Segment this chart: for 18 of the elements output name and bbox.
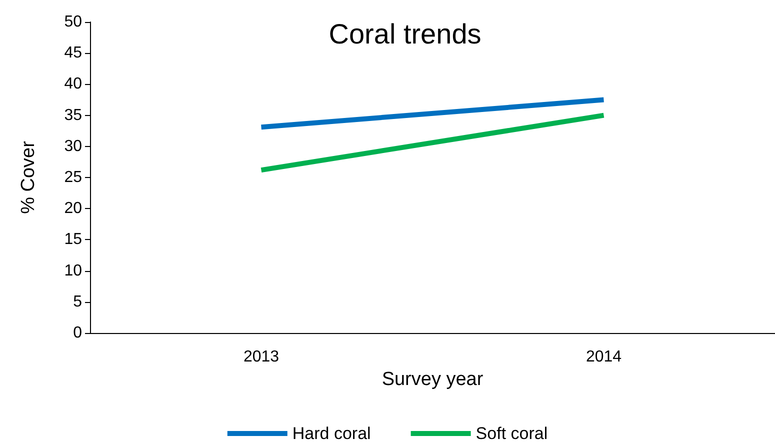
y-tick-label: 20 [64, 200, 82, 218]
y-tick-label: 5 [73, 293, 82, 310]
y-tick-label: 25 [64, 169, 82, 186]
y-tick-label: 0 [73, 324, 82, 342]
x-tick-label: 2013 [243, 348, 280, 366]
y-tick-label: 40 [64, 76, 82, 93]
x-axis-title: Survey year [382, 368, 484, 390]
y-tick-label: 35 [64, 106, 82, 124]
legend-label: Hard coral [292, 424, 371, 443]
legend-label: Soft coral [476, 424, 548, 443]
x-tick-label: 2014 [586, 348, 622, 366]
y-tick-label: 30 [64, 138, 82, 155]
y-axis-title: % Cover [18, 140, 39, 214]
y-tick-label: 10 [64, 262, 82, 280]
y-tick-label: 45 [64, 44, 82, 62]
y-tick-label: 15 [64, 231, 82, 248]
y-tick-label: 50 [64, 14, 82, 30]
chart-title: Coral trends [328, 18, 482, 50]
